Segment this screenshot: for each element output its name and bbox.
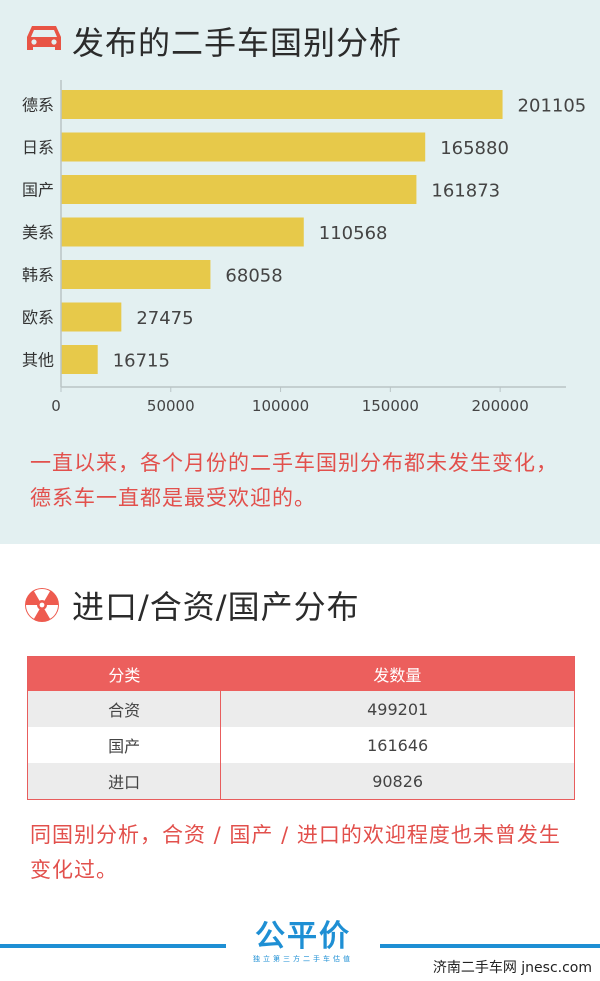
header-count: 发数量 — [220, 656, 575, 691]
cell-count: 499201 — [220, 691, 575, 727]
cell-category: 进口 — [27, 763, 222, 800]
table-row: 国产 161646 — [27, 727, 575, 763]
data-label: 161873 — [431, 181, 500, 202]
origin-table: 分类 发数量 合资 499201 国产 161646 进口 90826 — [27, 656, 575, 800]
table-header-row: 分类 发数量 — [27, 656, 575, 691]
cell-category: 国产 — [27, 727, 222, 763]
site-watermark: 济南二手车网 jnesc.com — [430, 957, 594, 977]
bar — [61, 345, 98, 374]
car-icon — [27, 26, 61, 50]
category-label: 日系 — [22, 138, 54, 157]
bar — [61, 132, 426, 162]
category-label: 国产 — [22, 181, 54, 200]
x-tick-label: 200000 — [471, 397, 528, 415]
table-row: 合资 499201 — [27, 691, 575, 727]
data-label: 68058 — [225, 266, 282, 287]
cell-category: 合资 — [27, 691, 222, 727]
category-label: 韩系 — [22, 266, 54, 285]
bar — [61, 217, 304, 247]
brand-logo: 公平价 独立第三方二手车估值 — [233, 920, 373, 964]
header-category: 分类 — [27, 656, 221, 691]
country-note: 一直以来，各个月份的二手车国别分布都未发生变化，德系车一直都是最受欢迎的。 — [30, 451, 558, 510]
footer-divider-right — [380, 944, 600, 948]
category-label: 欧系 — [22, 308, 54, 327]
radiation-icon — [25, 588, 59, 622]
category-label: 美系 — [22, 223, 54, 242]
category-label: 德系 — [22, 96, 54, 115]
bar — [61, 302, 122, 332]
country-analysis-section: 发布的二手车国别分析 德系 201105 日系 165880 国产 161873 美系 110… — [0, 0, 600, 544]
section-title-origin: 进口/合资/国产分布 — [72, 588, 360, 626]
data-label: 27475 — [136, 308, 193, 329]
footer-divider-left — [0, 944, 226, 948]
bar — [61, 175, 417, 204]
data-label: 165880 — [440, 138, 509, 159]
category-label: 其他 — [22, 351, 54, 370]
logo-subtitle: 独立第三方二手车估值 — [253, 955, 353, 963]
table-row: 进口 90826 — [27, 763, 575, 800]
x-tick-label: 100000 — [252, 397, 309, 415]
bar — [61, 90, 503, 119]
x-tick-label: 50000 — [147, 397, 195, 415]
country-bar-chart: 德系 201105 日系 165880 国产 161873 美系 110568 韩系 68058 欧… — [22, 80, 587, 415]
x-tick-label: 150000 — [362, 397, 419, 415]
origin-note: 同国别分析，合资 / 国产 / 进口的欢迎程度也未曾发生变化过。 — [30, 823, 561, 882]
section-title-country: 发布的二手车国别分析 — [72, 24, 403, 62]
cell-count: 90826 — [220, 763, 575, 800]
data-label: 110568 — [319, 223, 388, 244]
bar — [61, 260, 211, 289]
data-label: 16715 — [113, 351, 170, 372]
x-tick-label: 0 — [51, 397, 61, 415]
logo-text: 公平价 — [255, 919, 351, 954]
data-label: 201105 — [518, 96, 587, 117]
cell-count: 161646 — [220, 727, 575, 763]
